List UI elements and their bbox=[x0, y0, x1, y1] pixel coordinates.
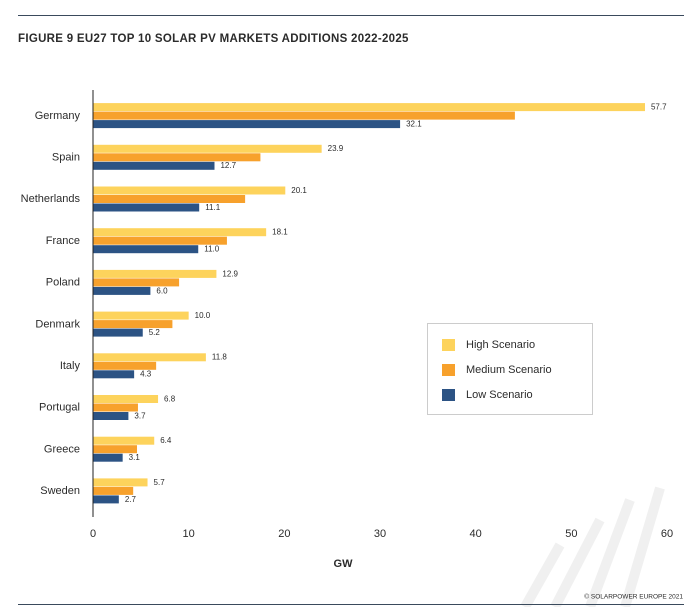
value-label: 23.9 bbox=[328, 144, 344, 153]
y-tick-label: Poland bbox=[46, 277, 80, 289]
bar bbox=[93, 453, 123, 462]
bar bbox=[93, 311, 189, 320]
x-tick-label: 30 bbox=[374, 528, 386, 540]
value-label: 11.0 bbox=[204, 245, 220, 254]
value-label: 3.7 bbox=[134, 411, 146, 420]
x-tick-label: 20 bbox=[278, 528, 290, 540]
bar bbox=[93, 361, 157, 370]
bar bbox=[93, 228, 267, 237]
bar bbox=[93, 111, 515, 120]
legend-swatch bbox=[442, 339, 455, 351]
bar bbox=[93, 436, 155, 445]
bar bbox=[93, 278, 180, 287]
y-tick-label: France bbox=[46, 235, 80, 247]
y-tick-label: Sweden bbox=[40, 485, 80, 497]
value-label: 32.1 bbox=[406, 119, 422, 128]
legend-swatch bbox=[442, 364, 455, 376]
value-label: 2.7 bbox=[125, 495, 137, 504]
x-tick-label: 60 bbox=[661, 528, 673, 540]
legend-swatch bbox=[442, 389, 455, 401]
bar bbox=[93, 370, 135, 379]
bar bbox=[93, 120, 401, 129]
value-label: 11.1 bbox=[205, 203, 221, 212]
value-label: 11.8 bbox=[212, 353, 228, 362]
bar bbox=[93, 395, 159, 403]
bar bbox=[93, 445, 138, 454]
value-label: 3.1 bbox=[129, 453, 141, 462]
value-label: 4.3 bbox=[140, 370, 152, 379]
value-label: 5.2 bbox=[149, 328, 161, 337]
bar bbox=[93, 320, 173, 329]
bar bbox=[93, 495, 119, 504]
bar bbox=[93, 269, 217, 278]
bar bbox=[93, 478, 148, 487]
bar bbox=[93, 195, 246, 203]
bar bbox=[93, 161, 215, 170]
bar bbox=[93, 203, 200, 212]
bar bbox=[93, 328, 143, 337]
decor bbox=[520, 486, 665, 607]
value-label: 6.8 bbox=[164, 394, 176, 403]
y-tick-label: Germany bbox=[35, 110, 81, 122]
value-label: 6.4 bbox=[160, 436, 172, 445]
bar bbox=[93, 486, 134, 495]
value-label: 10.0 bbox=[195, 311, 211, 320]
bar bbox=[93, 412, 129, 420]
chart-title: FIGURE 9 EU27 TOP 10 SOLAR PV MARKETS AD… bbox=[18, 33, 409, 45]
x-tick-label: 50 bbox=[565, 528, 577, 540]
bar bbox=[93, 186, 286, 195]
legend-label: Medium Scenario bbox=[466, 364, 552, 376]
bar bbox=[93, 103, 645, 112]
legend-label: High Scenario bbox=[466, 339, 535, 351]
bar bbox=[93, 144, 322, 153]
value-label: 12.7 bbox=[220, 161, 236, 170]
source: © SOLARPOWER EUROPE 2021 bbox=[584, 593, 683, 601]
value-label: 6.0 bbox=[156, 286, 168, 295]
legend-label: Low Scenario bbox=[466, 389, 533, 401]
y-tick-label: Italy bbox=[60, 360, 81, 372]
y-tick-label: Netherlands bbox=[21, 193, 81, 205]
y-tick-label: Denmark bbox=[35, 318, 80, 330]
x-tick-label: 10 bbox=[183, 528, 195, 540]
bar bbox=[93, 236, 227, 245]
y-tick-label: Greece bbox=[44, 443, 80, 455]
x-tick-label: 0 bbox=[90, 528, 96, 540]
value-label: 57.7 bbox=[651, 102, 667, 111]
bar bbox=[93, 245, 199, 254]
value-label: 5.7 bbox=[154, 478, 166, 487]
y-tick-label: Portugal bbox=[39, 402, 80, 414]
bar bbox=[93, 153, 261, 162]
bar bbox=[93, 353, 206, 362]
bar bbox=[93, 403, 138, 412]
value-label: 20.1 bbox=[291, 186, 307, 195]
bar bbox=[93, 286, 151, 295]
legend: High Scenario Medium Scenario Low Scenario bbox=[427, 323, 593, 415]
x-tick-label: 40 bbox=[470, 528, 482, 540]
value-label: 12.9 bbox=[222, 269, 238, 278]
x-axis-label: GW bbox=[334, 558, 354, 570]
y-tick-label: Spain bbox=[52, 151, 80, 163]
value-label: 18.1 bbox=[272, 228, 288, 237]
